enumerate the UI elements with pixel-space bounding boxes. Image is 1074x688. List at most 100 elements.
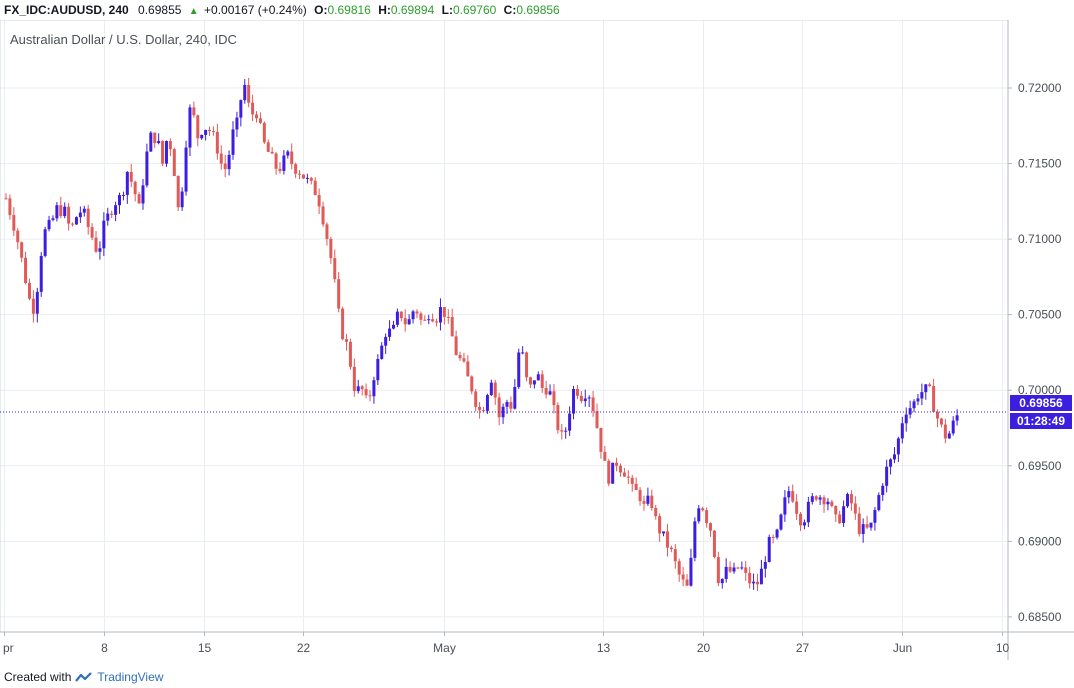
candle-body [192,107,196,116]
candle-body [86,208,90,228]
candle-body [31,298,35,314]
candle-body [920,392,924,399]
time-tick-label: Jun [893,641,912,655]
candle-body [114,205,118,215]
candle-body [118,195,122,206]
candle-body [936,411,940,419]
candle-body [485,395,489,411]
candle-body [759,568,763,585]
candle-body [877,495,881,511]
candle-body [556,405,560,431]
candle-body [802,522,806,526]
candle-body [665,531,669,548]
candle-body [4,198,8,200]
candle-body [384,336,388,346]
candle-body [141,185,145,204]
candle-body [838,514,842,524]
candle-body [916,398,920,402]
candle-body [736,567,740,569]
candle-body [728,566,732,572]
candle-body [646,495,650,504]
bar-countdown: 01:28:49 [1017,414,1065,428]
candle-body [818,497,822,500]
candle-body [607,460,611,484]
candle-body [517,352,521,387]
candle-body [513,386,517,409]
candle-body [239,100,243,118]
candle-body [822,497,826,505]
candle-body [51,218,55,220]
candle-body [787,491,791,498]
candle-body [341,308,345,340]
candle-body [411,311,415,320]
chart-title: Australian Dollar / U.S. Dollar, 240, ID… [10,32,237,47]
candle-body [450,317,454,337]
candle-body [889,459,893,467]
time-tick-label: May [433,641,456,655]
candle-body [763,561,767,569]
candle-body [71,223,75,225]
candle-body [298,173,302,175]
candle-body [873,510,877,523]
price-chart[interactable]: Australian Dollar / U.S. Dollar, 240, ID… [0,20,1074,660]
candle-body [145,151,149,186]
time-tick-label: 13 [597,641,611,655]
candle-body [779,514,783,530]
price-tick-label: 0.71500 [1018,157,1062,171]
candle-body [172,149,176,177]
candle-body [290,151,294,165]
candle-body [505,402,509,407]
candle-body [748,572,752,584]
candle-body [673,549,677,562]
countdown-tag-bg [1010,413,1072,429]
candle-body [168,141,172,150]
candle-body [716,557,720,584]
candle-body [528,377,532,385]
candle-body [740,567,744,569]
candle-body [309,177,313,181]
candle-body [939,418,943,425]
candle-body [399,311,403,319]
candle-body [572,388,576,414]
candle-body [560,430,564,432]
candle-body [333,258,337,280]
candle-body [149,132,153,152]
candle-body [720,578,724,584]
candle-body [180,191,184,208]
symbol-label[interactable]: FX_IDC:AUDUSD, 240 [4,3,129,17]
candle-body [419,313,423,320]
candle-body [478,406,482,411]
candle-body [611,462,615,484]
candle-body [247,84,251,103]
time-axis[interactable]: pr 8 15 22 May 13 20 27 Jun 10 [3,632,1009,655]
candle-body [78,212,82,218]
candle-body [525,352,529,378]
candle-body [896,438,900,455]
candle-body [43,229,47,256]
candle-body [164,141,168,164]
high-label: H: [378,3,391,17]
candle-body [603,451,607,461]
candle-body [337,279,341,309]
candle-body [849,494,853,504]
candle-body [82,208,86,213]
candle-body [881,485,885,496]
candle-body [846,494,850,507]
candle-body [693,521,697,558]
candle-body [360,386,364,390]
candle-body [125,171,129,195]
change-up-icon: ▲ [188,6,199,17]
candle-body [258,118,262,123]
candle-body [305,177,309,179]
candle-body [579,395,583,402]
candle-body [709,523,713,531]
candle-body [301,174,305,179]
close-value: 0.69856 [516,3,560,17]
price-tick-label: 0.70500 [1018,308,1062,322]
created-with-label: Created with [4,670,72,684]
tradingview-link[interactable]: TradingView [97,670,164,684]
price-axis[interactable]: 0.68500 0.69000 0.69500 0.70000 0.70500 0.710… [1008,81,1062,624]
candle-body [106,213,110,221]
candle-body [458,355,462,359]
candle-body [8,198,12,216]
